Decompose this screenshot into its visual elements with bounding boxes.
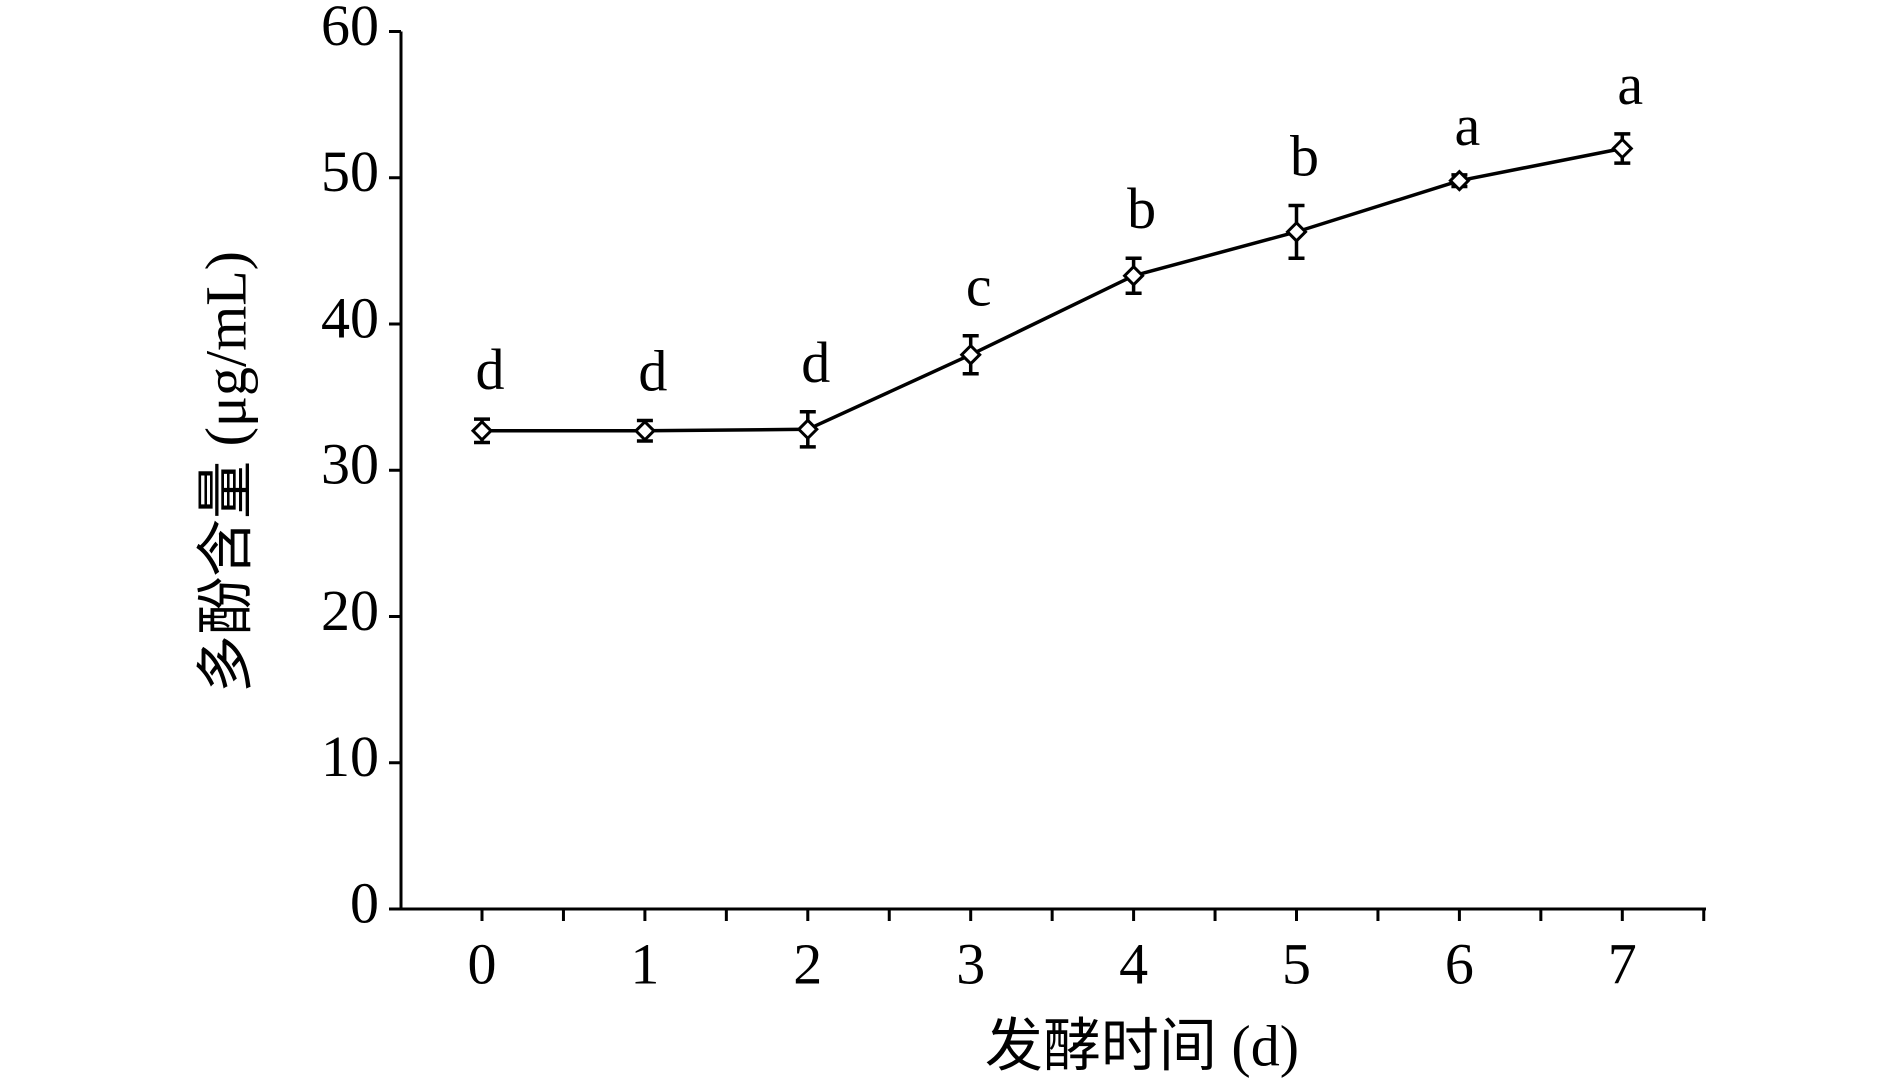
y-tick-label: 40	[321, 285, 379, 350]
marker	[959, 343, 982, 366]
marker	[470, 419, 494, 442]
y-tick-label: 20	[321, 578, 379, 643]
y-tick-label: 60	[321, 0, 379, 58]
y-tick-label: 30	[321, 432, 379, 497]
significance-label: d	[801, 330, 830, 395]
marker	[633, 419, 657, 442]
significance-label: d	[638, 339, 667, 404]
marker	[1285, 220, 1308, 243]
significance-label: b	[1127, 176, 1156, 241]
significance-label: c	[966, 254, 992, 319]
y-axis-label: 多酚含量 (μg/mL)	[193, 251, 258, 693]
y-tick-label: 0	[350, 870, 379, 935]
marker	[1448, 169, 1471, 192]
x-tick-label: 0	[468, 931, 497, 996]
y-tick-label: 50	[321, 139, 379, 204]
x-axis-label: 发酵时间 (d)	[985, 1013, 1299, 1078]
x-tick-label: 5	[1282, 931, 1311, 996]
x-tick-label: 3	[956, 931, 985, 996]
significance-label: a	[1455, 93, 1481, 158]
x-tick-label: 6	[1445, 931, 1474, 996]
marker	[1611, 137, 1634, 160]
marker	[796, 418, 819, 441]
x-tick-label: 2	[793, 931, 822, 996]
marker	[1122, 264, 1145, 287]
significance-label: b	[1290, 124, 1319, 189]
significance-label: d	[476, 337, 505, 402]
x-tick-label: 7	[1608, 931, 1637, 996]
y-tick-label: 10	[321, 724, 379, 789]
x-tick-label: 4	[1119, 931, 1148, 996]
x-tick-label: 1	[630, 931, 659, 996]
data-line	[482, 146, 1623, 433]
significance-label: a	[1617, 52, 1643, 117]
